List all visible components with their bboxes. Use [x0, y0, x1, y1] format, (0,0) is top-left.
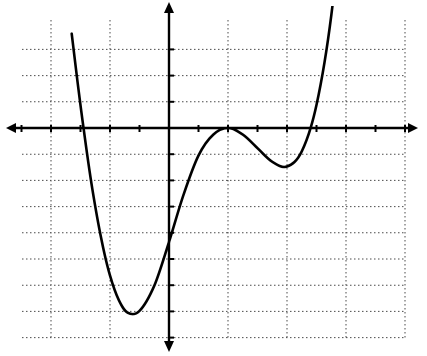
x-axis-arrow-left	[6, 123, 16, 133]
polynomial-curve	[70, 6, 334, 316]
y-axis-arrow-up	[164, 2, 174, 13]
y-axis-arrow-down	[164, 341, 174, 352]
axes	[6, 2, 418, 352]
grid	[22, 20, 406, 340]
x-axis-arrow-right	[408, 123, 418, 133]
